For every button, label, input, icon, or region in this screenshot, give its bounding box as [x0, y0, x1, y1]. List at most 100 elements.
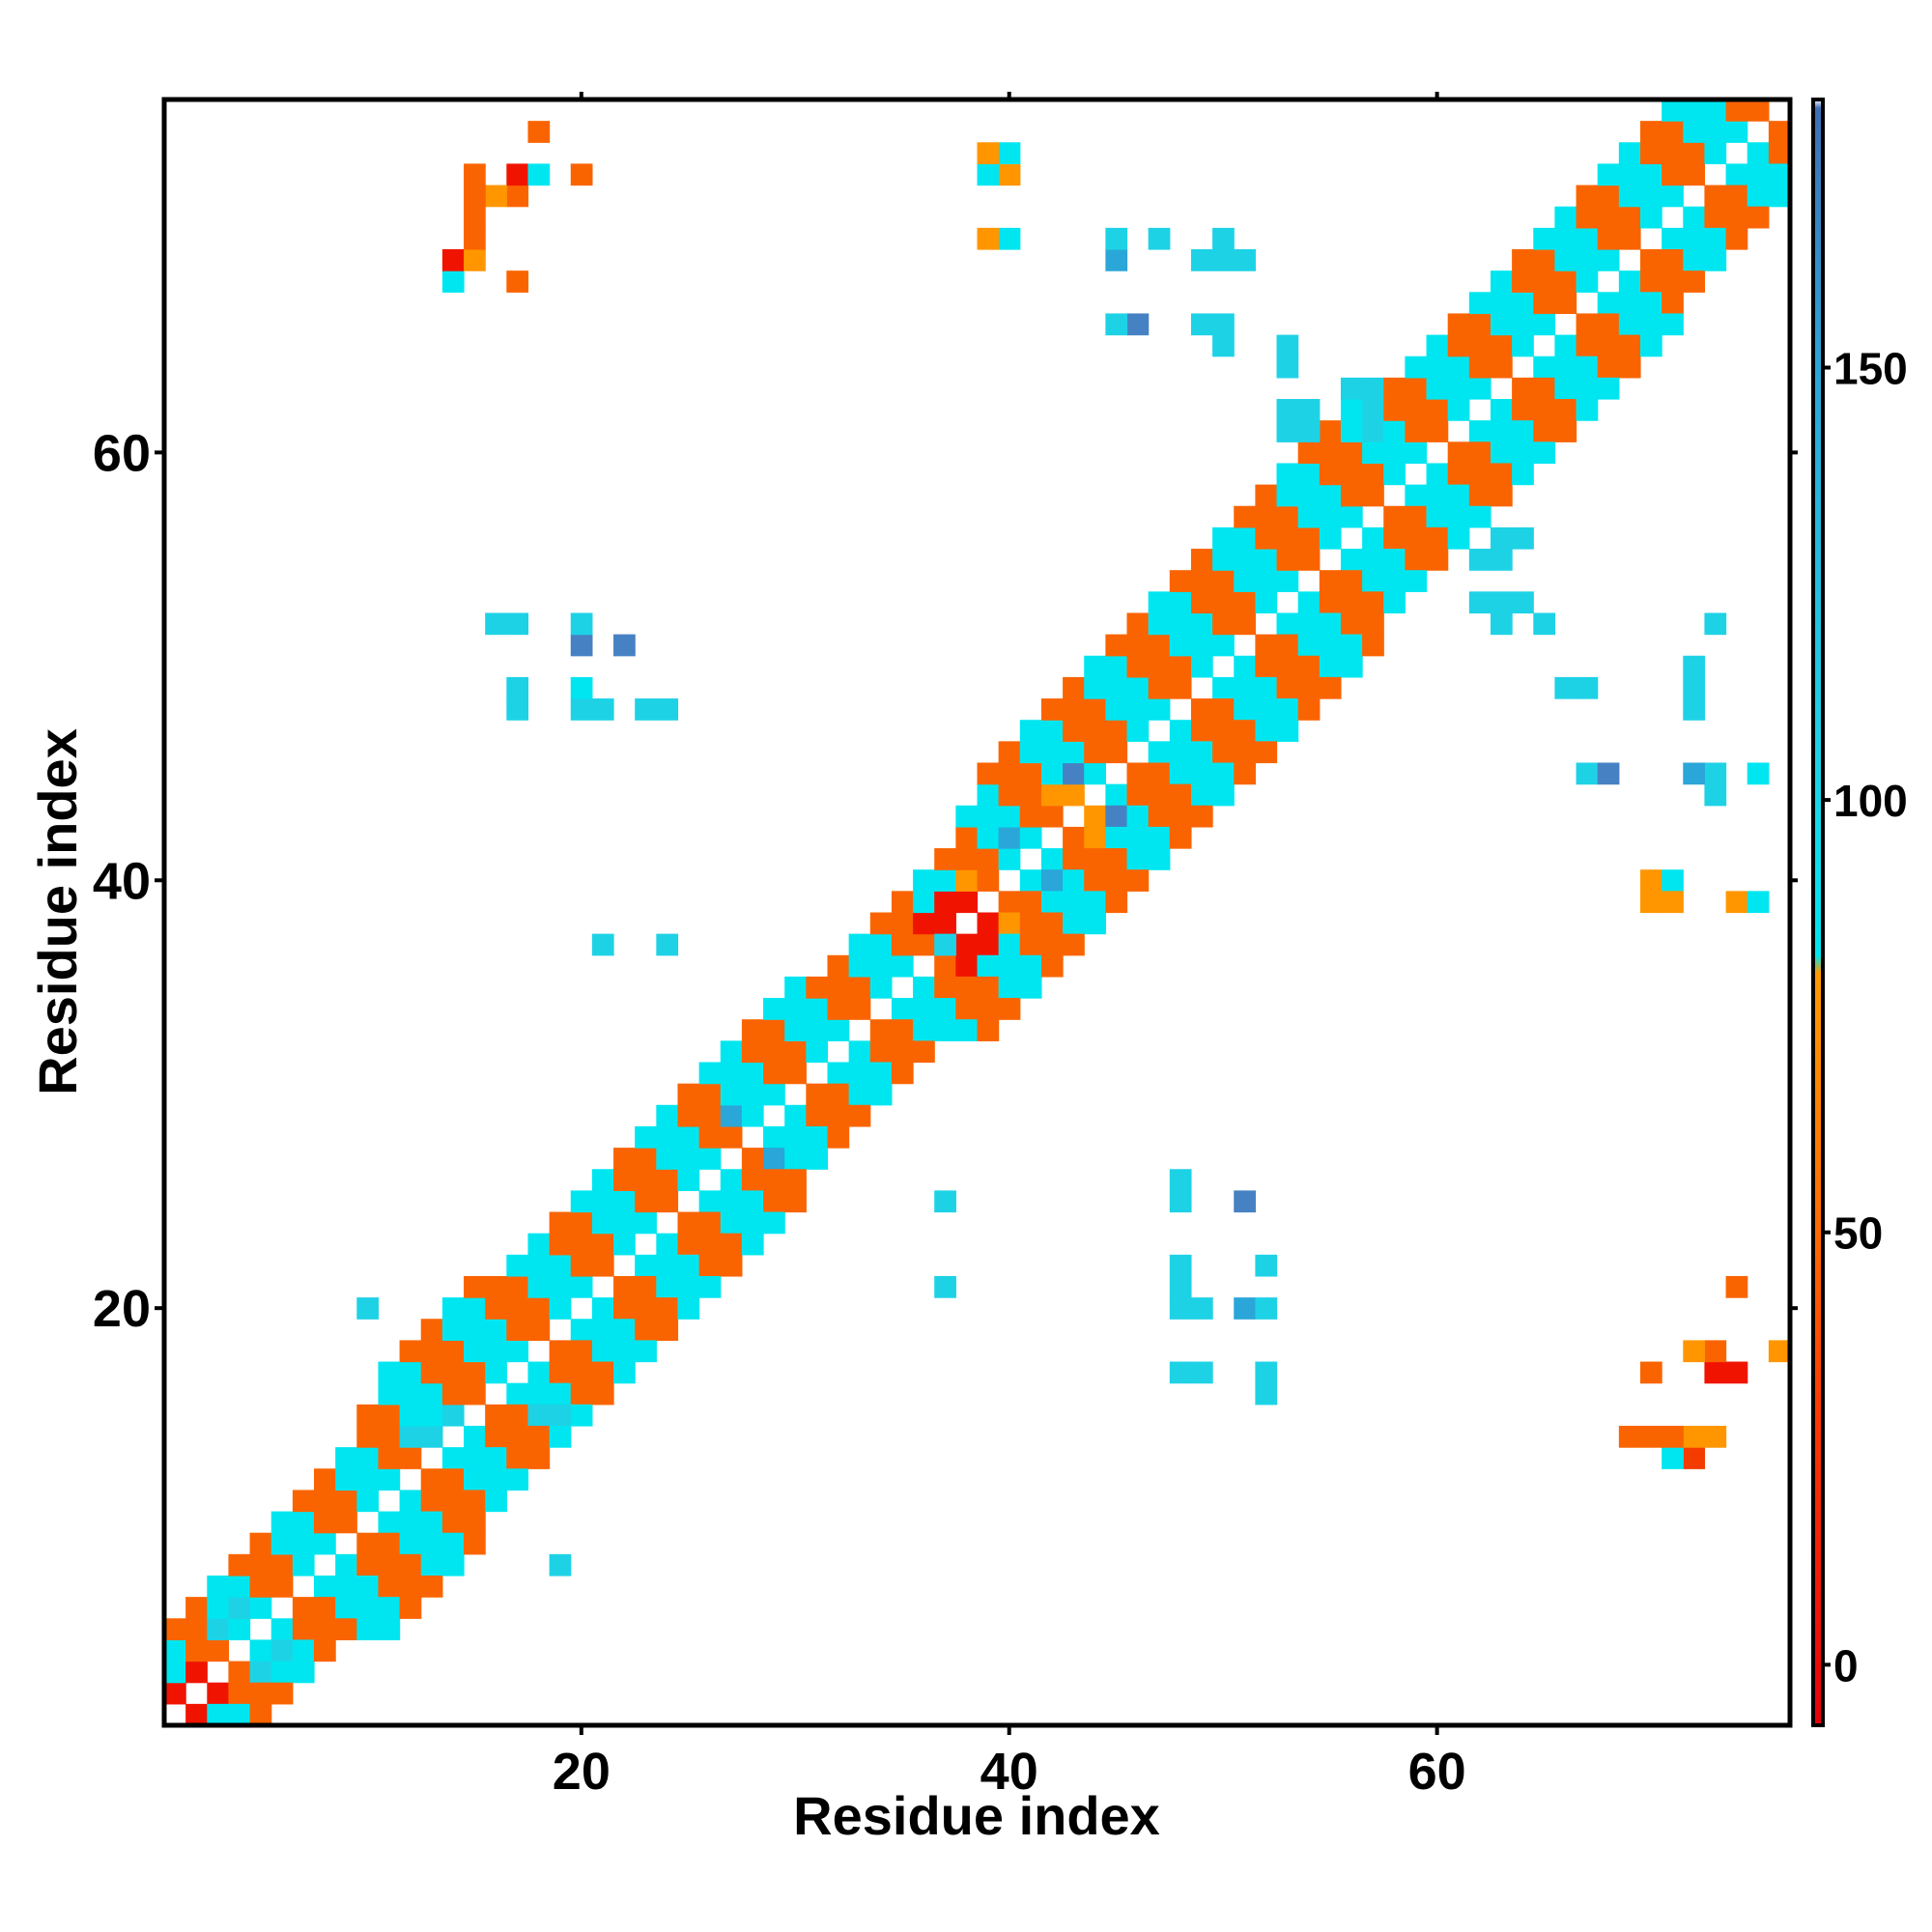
heatmap-cell — [698, 1062, 722, 1085]
heatmap-cell — [1683, 676, 1706, 699]
heatmap-cell — [570, 634, 593, 657]
heatmap-cell — [720, 1211, 743, 1235]
heatmap-cell — [1126, 655, 1150, 678]
heatmap-cell — [763, 1125, 785, 1149]
heatmap-cell — [1662, 313, 1684, 336]
heatmap-cell — [1084, 912, 1106, 935]
heatmap-cell — [527, 1275, 551, 1298]
heatmap-cell — [1319, 634, 1342, 657]
heatmap-cell — [1447, 484, 1470, 507]
heatmap-cell — [656, 1319, 679, 1341]
heatmap-cell — [1490, 420, 1513, 442]
heatmap-cell — [677, 1275, 700, 1298]
heatmap-cell — [378, 1447, 401, 1469]
heatmap-cell — [1169, 591, 1192, 614]
heatmap-cell — [1148, 612, 1171, 636]
heatmap-cell — [1212, 227, 1235, 250]
colorbar-tick-label: 150 — [1833, 344, 1908, 394]
heatmap-cell — [1040, 783, 1064, 807]
heatmap-cell — [1019, 891, 1042, 914]
heatmap-cell — [741, 1190, 764, 1213]
heatmap-cell — [591, 1297, 614, 1320]
heatmap-cell — [1169, 634, 1192, 657]
heatmap-cell — [1490, 591, 1513, 614]
heatmap-cell — [1255, 526, 1278, 550]
heatmap-cell — [1554, 206, 1577, 229]
heatmap-cell — [570, 1233, 593, 1256]
heatmap-cell — [570, 1319, 593, 1341]
heatmap-cell — [1105, 655, 1128, 678]
heatmap-cell — [677, 1148, 700, 1170]
heatmap-cell — [591, 933, 614, 956]
heatmap-cell — [1405, 570, 1428, 592]
heatmap-cell — [378, 1575, 401, 1598]
heatmap-cell — [1297, 612, 1321, 636]
y-tick-label: 40 — [93, 852, 151, 910]
heatmap-cell — [420, 1553, 443, 1577]
heatmap-cell — [1276, 570, 1299, 592]
heatmap-cell — [1126, 805, 1150, 828]
heatmap-cell — [591, 1169, 614, 1191]
x-axis-ticks: 20 40 60 — [553, 92, 1466, 1801]
heatmap-cell — [1105, 826, 1128, 849]
heatmap-cell — [934, 891, 956, 914]
heatmap-cell — [1639, 334, 1662, 357]
heatmap-cell — [1490, 399, 1513, 421]
heatmap-cell — [1234, 526, 1256, 550]
heatmap-cell — [1426, 526, 1449, 550]
heatmap-cell — [591, 1190, 614, 1213]
heatmap-cell — [1276, 676, 1299, 699]
heatmap-cell — [314, 1597, 336, 1619]
heatmap-cell — [164, 1661, 186, 1684]
heatmap-cell — [955, 933, 979, 956]
heatmap-cell — [1126, 612, 1150, 636]
heatmap-cell — [314, 1468, 336, 1491]
heatmap-cell — [420, 1382, 443, 1406]
heatmap-cell — [1276, 634, 1299, 657]
heatmap-cell — [1576, 185, 1599, 208]
heatmap-cell — [613, 1233, 636, 1256]
heatmap-cell — [506, 612, 529, 636]
heatmap-cell — [1426, 399, 1449, 421]
heatmap-cell — [720, 1125, 743, 1149]
heatmap-cell — [1212, 720, 1235, 742]
heatmap-cell — [1234, 591, 1256, 614]
heatmap-cell — [1405, 399, 1428, 421]
heatmap-cell — [591, 1233, 614, 1256]
heatmap-cell — [1148, 676, 1171, 699]
heatmap-cell — [1576, 399, 1599, 421]
heatmap-cell — [1234, 741, 1256, 764]
heatmap-cell — [1234, 655, 1256, 678]
heatmap-cell — [506, 270, 529, 293]
heatmap-cell — [1126, 698, 1150, 721]
heatmap-cell — [677, 1083, 700, 1106]
heatmap-cell — [1639, 163, 1662, 186]
heatmap-cell — [1704, 612, 1727, 636]
heatmap-cell — [1618, 355, 1641, 379]
heatmap-cell — [1447, 355, 1470, 379]
heatmap-cell — [827, 954, 850, 978]
y-axis-ticks: 20 40 60 — [93, 424, 1798, 1338]
heatmap-cell — [527, 121, 551, 143]
heatmap-cell — [1683, 762, 1706, 785]
colorbar — [1811, 98, 1825, 1727]
heatmap-cell — [549, 1382, 572, 1406]
heatmap-cell — [1234, 1190, 1256, 1213]
heatmap-cell — [485, 1361, 507, 1384]
x-tick-label: 20 — [553, 1743, 611, 1801]
heatmap-cell — [1618, 227, 1641, 250]
heatmap-cell — [1063, 848, 1085, 870]
heatmap-cell — [1212, 591, 1235, 614]
heatmap-cell — [1255, 720, 1278, 742]
heatmap-cell — [420, 1511, 443, 1534]
heatmap-cell — [356, 1597, 380, 1619]
heatmap-cell — [1639, 313, 1662, 336]
heatmap-cell — [1148, 698, 1171, 721]
heatmap-cell — [570, 1340, 593, 1363]
heatmap-cell — [1533, 399, 1555, 421]
heatmap-cell — [1447, 377, 1470, 400]
heatmap-cell — [270, 1575, 294, 1598]
heatmap-cell — [1576, 355, 1599, 379]
heatmap-cell — [441, 1468, 465, 1491]
heatmap-cell — [549, 1553, 572, 1577]
